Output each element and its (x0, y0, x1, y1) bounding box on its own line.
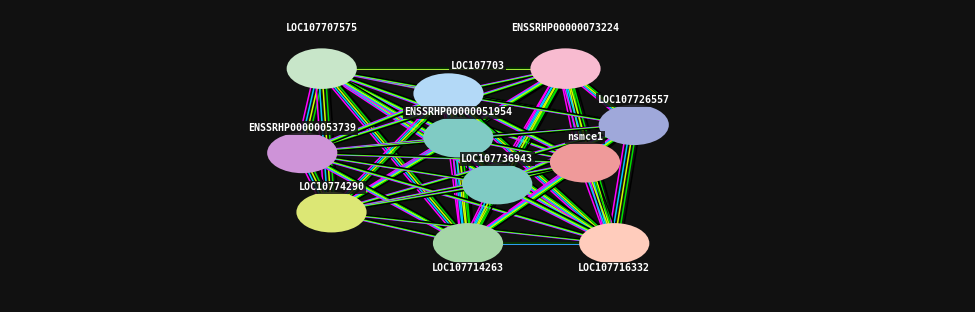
Text: LOC107736943: LOC107736943 (461, 154, 533, 164)
Ellipse shape (530, 48, 601, 89)
Text: ENSSRHP00000073224: ENSSRHP00000073224 (512, 23, 619, 33)
Text: LOC107716332: LOC107716332 (578, 263, 650, 273)
Ellipse shape (579, 223, 649, 264)
Text: LOC107703: LOC107703 (450, 61, 505, 71)
Text: ENSSRHP00000051954: ENSSRHP00000051954 (405, 107, 512, 117)
Text: nsmce1: nsmce1 (567, 132, 603, 142)
Text: LOC107707575: LOC107707575 (286, 23, 358, 33)
Ellipse shape (267, 133, 337, 173)
Ellipse shape (423, 117, 493, 158)
Ellipse shape (433, 223, 503, 264)
Text: LOC107714263: LOC107714263 (432, 263, 504, 273)
Ellipse shape (599, 105, 669, 145)
Ellipse shape (413, 73, 484, 114)
Ellipse shape (287, 48, 357, 89)
Text: LOC107726557: LOC107726557 (598, 95, 670, 105)
Ellipse shape (462, 164, 532, 204)
Ellipse shape (296, 192, 367, 232)
Text: ENSSRHP00000053739: ENSSRHP00000053739 (249, 123, 356, 133)
Ellipse shape (550, 142, 620, 183)
Text: LOC10774290: LOC10774290 (298, 182, 365, 192)
